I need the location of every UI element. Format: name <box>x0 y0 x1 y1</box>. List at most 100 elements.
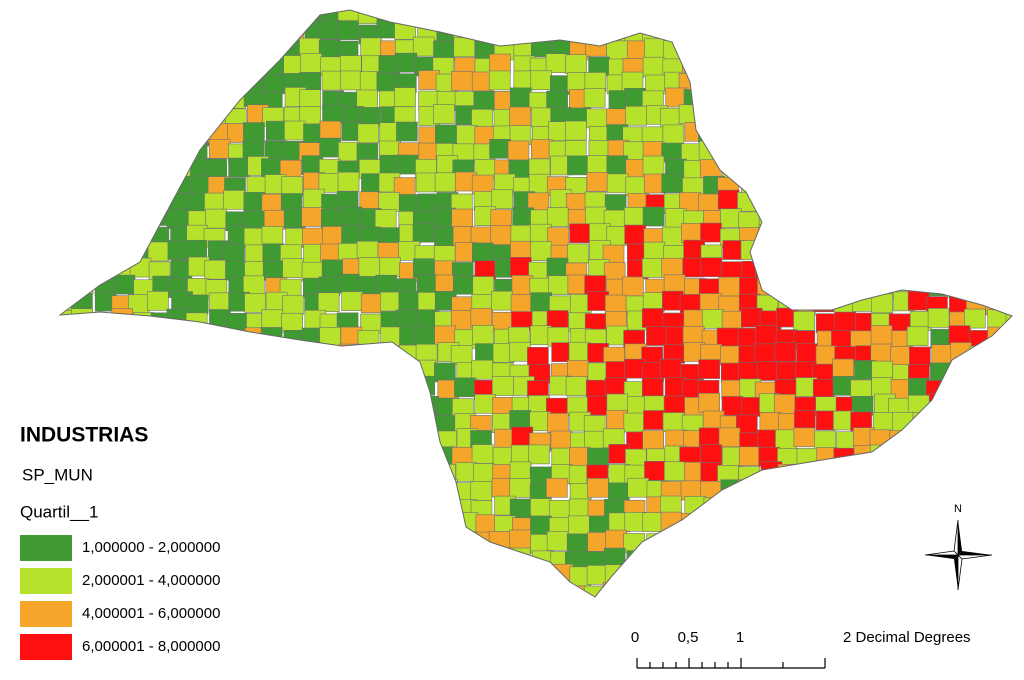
municipality <box>1002 92 1012 112</box>
municipality <box>222 582 245 597</box>
municipality <box>872 412 895 432</box>
municipality <box>60 208 77 229</box>
municipality <box>112 364 135 384</box>
municipality <box>721 546 744 567</box>
municipality <box>1001 159 1012 180</box>
municipality <box>909 108 932 129</box>
municipality <box>454 377 476 398</box>
municipality <box>243 580 265 597</box>
municipality <box>929 393 951 413</box>
municipality <box>1001 257 1012 278</box>
municipality <box>226 481 249 502</box>
municipality <box>131 36 153 57</box>
municipality <box>264 530 287 551</box>
municipality <box>339 463 362 483</box>
municipality <box>835 106 858 126</box>
municipality <box>702 550 724 570</box>
municipality <box>834 159 856 180</box>
municipality <box>910 495 932 516</box>
municipality <box>925 461 948 481</box>
municipality <box>492 565 515 585</box>
municipality <box>132 140 155 161</box>
municipality <box>281 312 303 333</box>
municipality <box>586 108 608 129</box>
municipality <box>1007 429 1012 449</box>
municipality <box>261 226 284 246</box>
municipality <box>722 581 744 597</box>
municipality <box>983 360 1006 381</box>
legend-swatch <box>20 568 72 594</box>
municipality <box>243 21 265 42</box>
municipality <box>795 482 818 503</box>
municipality <box>754 260 777 280</box>
municipality <box>415 547 437 567</box>
municipality <box>869 513 891 534</box>
municipality <box>490 225 513 245</box>
municipality <box>472 242 494 263</box>
municipality <box>475 514 498 535</box>
municipality <box>870 225 893 246</box>
municipality <box>665 533 688 553</box>
municipality <box>925 261 948 282</box>
municipality <box>151 478 174 499</box>
municipality <box>816 141 839 162</box>
municipality <box>758 532 780 553</box>
municipality <box>911 515 934 535</box>
municipality <box>190 126 213 147</box>
municipality <box>338 141 360 162</box>
municipality <box>909 530 931 551</box>
municipality <box>889 141 911 161</box>
municipality <box>927 584 950 597</box>
municipality <box>1003 58 1012 79</box>
municipality <box>893 550 916 570</box>
municipality <box>948 21 971 41</box>
municipality <box>149 394 171 415</box>
municipality <box>170 22 192 42</box>
municipality <box>380 445 403 466</box>
municipality <box>360 377 383 397</box>
municipality <box>377 547 399 568</box>
municipality <box>151 444 173 465</box>
municipality <box>284 584 306 597</box>
municipality <box>133 177 156 197</box>
municipality <box>357 123 380 144</box>
municipality <box>60 126 78 146</box>
municipality <box>397 360 419 380</box>
municipality <box>509 529 532 550</box>
municipality <box>699 564 722 584</box>
municipality <box>398 460 421 481</box>
municipality <box>450 345 473 365</box>
municipality <box>1006 24 1012 44</box>
municipality <box>1005 138 1012 158</box>
municipality <box>73 395 96 416</box>
municipality <box>318 393 341 414</box>
municipality <box>509 106 531 127</box>
municipality <box>508 547 531 568</box>
municipality <box>190 362 212 382</box>
municipality <box>892 225 915 246</box>
municipality <box>91 21 114 42</box>
municipality <box>244 55 266 75</box>
municipality <box>113 463 136 484</box>
municipality <box>357 330 380 350</box>
municipality <box>73 326 95 346</box>
municipality <box>853 106 875 127</box>
municipality <box>985 397 1008 418</box>
municipality <box>342 581 365 597</box>
municipality <box>680 546 702 566</box>
municipality <box>266 495 288 516</box>
municipality <box>813 466 835 487</box>
state-outline <box>58 9 1013 598</box>
municipality <box>569 19 592 40</box>
municipality <box>684 496 707 516</box>
municipality <box>678 104 701 125</box>
municipality <box>109 189 132 210</box>
municipality <box>775 143 798 163</box>
municipality <box>111 515 133 536</box>
municipality <box>128 328 151 349</box>
municipality <box>718 276 740 297</box>
municipality <box>359 191 382 212</box>
municipality <box>1007 174 1012 194</box>
municipality <box>907 582 930 597</box>
municipality <box>949 71 971 92</box>
